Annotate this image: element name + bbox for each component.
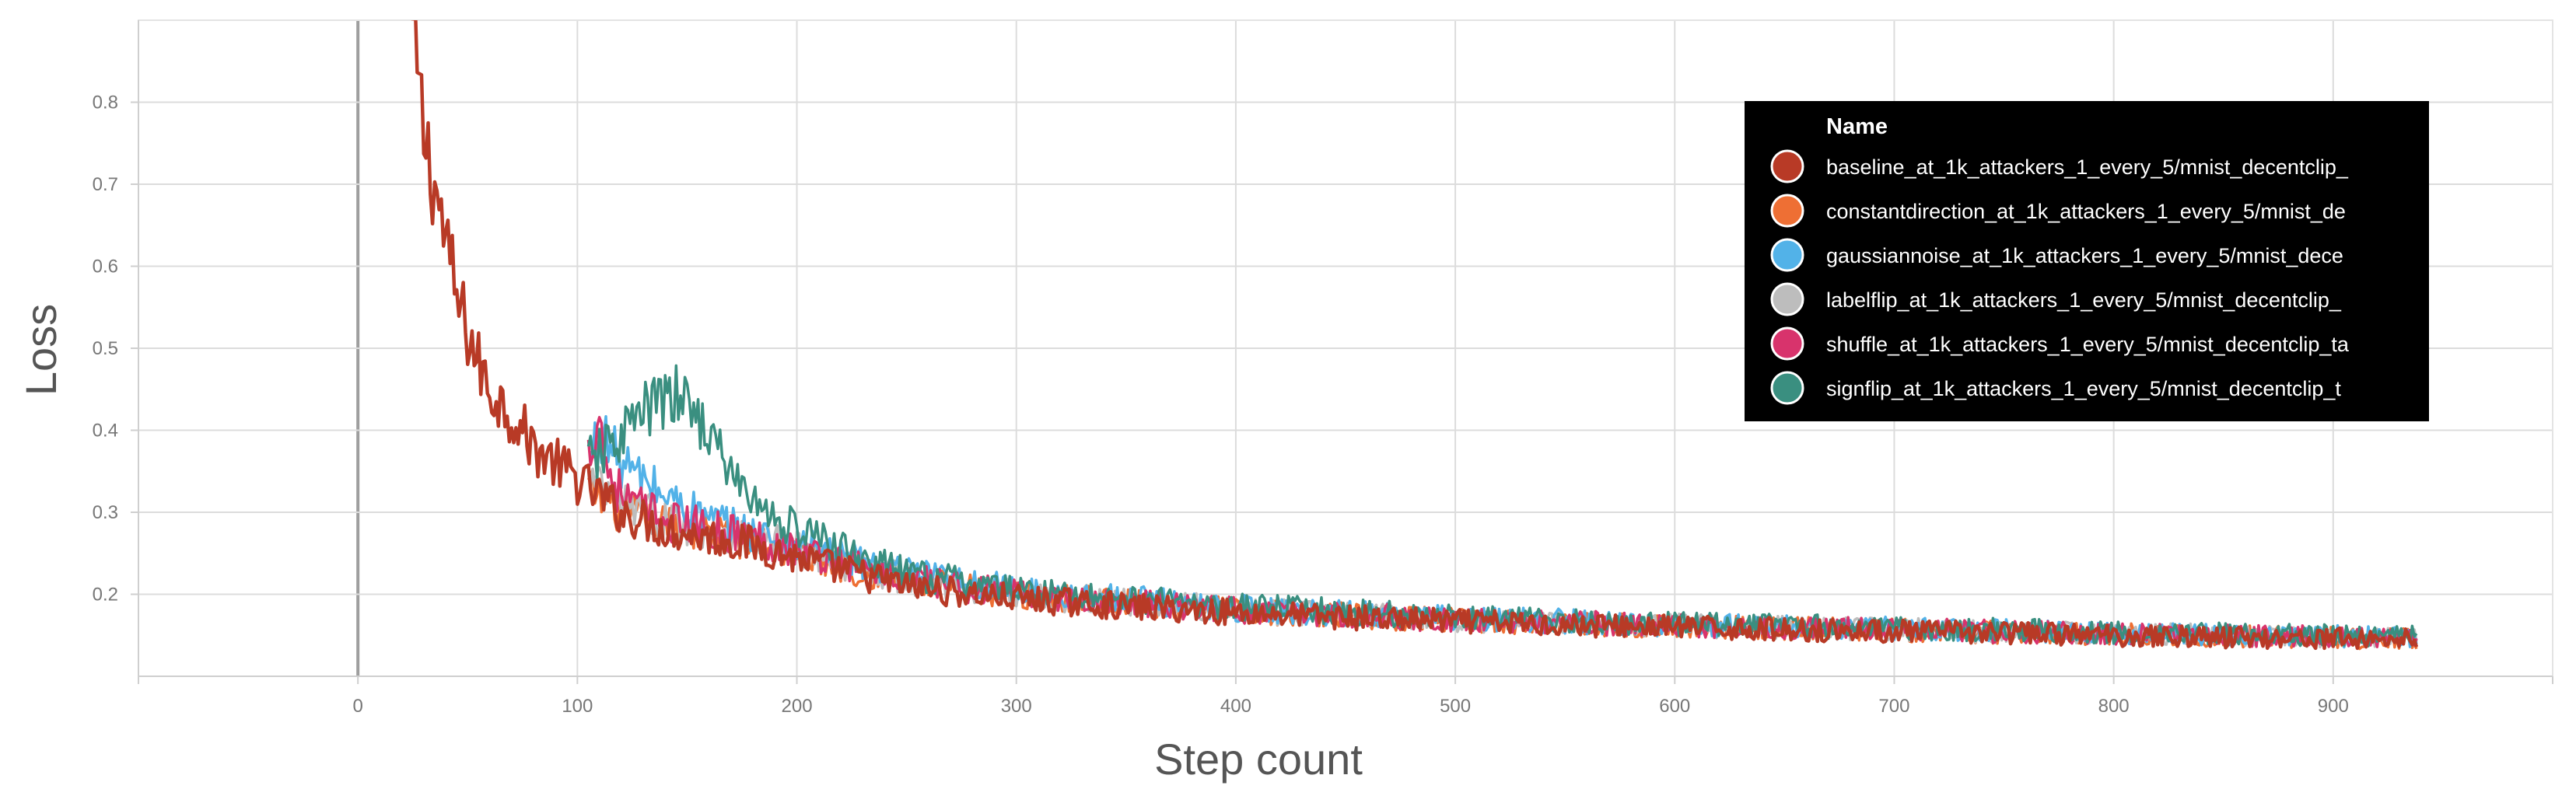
legend-swatch — [1770, 282, 1804, 316]
legend-swatch — [1770, 238, 1804, 272]
series-line-signflip — [586, 364, 2418, 648]
tick-labels: 0 100 200 300 400 500 600 700 800 900 0.2 0.3 0.4 0.5… — [93, 93, 2349, 717]
series-line-baseline — [411, 20, 2419, 651]
legend-entry: constantdirection_at_1k_attackers_1_ever… — [1826, 200, 2346, 223]
plot-area — [411, 20, 2419, 651]
y-tick-label: 0.5 — [93, 338, 118, 359]
x-tick-label: 400 — [1220, 696, 1251, 717]
legend-entry: labelflip_at_1k_attackers_1_every_5/mnis… — [1826, 288, 2342, 312]
y-tick-label: 0.4 — [93, 421, 118, 442]
x-axis-title: Step count — [1154, 735, 1363, 784]
y-axis-title: Loss — [16, 304, 65, 396]
x-tick-label: 800 — [2098, 696, 2130, 717]
legend-swatch — [1770, 149, 1804, 183]
x-tick-label: 700 — [1878, 696, 1909, 717]
x-tick-label: 900 — [2318, 696, 2349, 717]
legend-entry: signflip_at_1k_attackers_1_every_5/mnist… — [1826, 377, 2341, 400]
x-tick-label: 200 — [782, 696, 813, 717]
legend-box — [1745, 101, 2429, 421]
x-tick-label: 500 — [1440, 696, 1471, 717]
legend-entry: gaussiannoise_at_1k_attackers_1_every_5/… — [1826, 244, 2343, 267]
legend-swatch — [1770, 326, 1804, 361]
y-tick-label: 0.2 — [93, 585, 118, 606]
legend-entry: baseline_at_1k_attackers_1_every_5/mnist… — [1826, 155, 2349, 179]
legend-swatch — [1770, 194, 1804, 228]
legend-title: Name — [1826, 114, 1888, 139]
y-tick-label: 0.7 — [93, 174, 118, 195]
y-tick-label: 0.6 — [93, 257, 118, 278]
x-tick-label: 300 — [1001, 696, 1032, 717]
x-tick-label: 100 — [562, 696, 593, 717]
x-tick-label: 600 — [1659, 696, 1690, 717]
legend-entry: shuffle_at_1k_attackers_1_every_5/mnist_… — [1826, 333, 2350, 356]
legend: Name baseline_at_1k_attackers_1_every_5/m… — [1745, 101, 2429, 421]
legend-swatch — [1770, 371, 1804, 405]
y-tick-label: 0.8 — [93, 93, 118, 113]
x-tick-label: 0 — [353, 696, 363, 717]
axes — [131, 19, 2553, 684]
y-tick-label: 0.3 — [93, 502, 118, 523]
